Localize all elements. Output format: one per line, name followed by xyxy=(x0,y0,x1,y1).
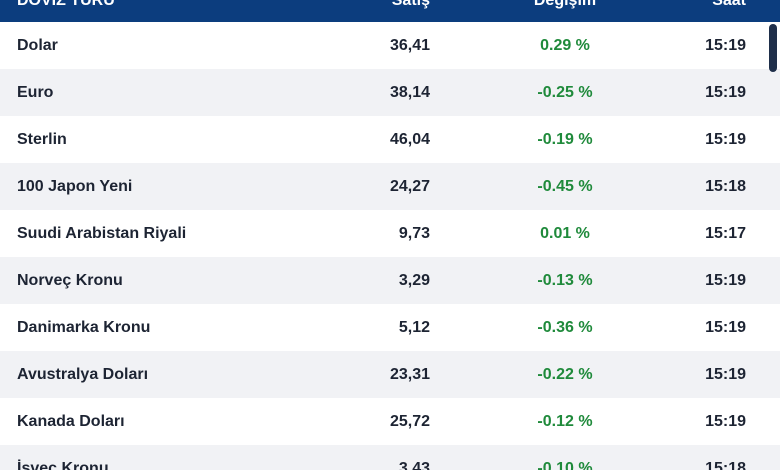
sell-value: 3,29 xyxy=(398,272,430,289)
sell-value: 46,04 xyxy=(389,131,430,148)
sell-value: 36,41 xyxy=(389,37,430,54)
table-row[interactable]: Kanada Doları 25,72 -0.12 % 15:19 xyxy=(0,398,780,445)
table-row[interactable]: Euro 38,14 -0.25 % 15:19 xyxy=(0,69,780,116)
sell-value: 38,14 xyxy=(389,84,430,101)
currency-name: Avustralya Doları xyxy=(17,366,149,383)
change-value: -0.22 % xyxy=(537,366,593,383)
time-value: 15:19 xyxy=(705,319,746,336)
currency-name: Euro xyxy=(17,84,54,101)
time-value: 15:18 xyxy=(705,178,746,195)
currency-name: Norveç Kronu xyxy=(17,272,123,289)
change-value: -0.25 % xyxy=(537,84,593,101)
change-value: -0.13 % xyxy=(537,272,593,289)
change-value: -0.45 % xyxy=(537,178,593,195)
scrollbar-thumb[interactable] xyxy=(769,24,777,72)
table-row[interactable]: Avustralya Doları 23,31 -0.22 % 15:19 xyxy=(0,351,780,398)
currency-name: Kanada Doları xyxy=(17,413,125,430)
table-row[interactable]: İsveç Kronu 3,43 -0.10 % 15:18 xyxy=(0,445,780,470)
table-row[interactable]: Sterlin 46,04 -0.19 % 15:19 xyxy=(0,116,780,163)
table-body[interactable]: Dolar 36,41 0.29 % 15:19 Euro 38,14 -0.2… xyxy=(0,22,780,470)
sell-value: 23,31 xyxy=(389,366,430,383)
table-row[interactable]: Dolar 36,41 0.29 % 15:19 xyxy=(0,22,780,69)
sell-value: 5,12 xyxy=(398,319,430,336)
currency-name: Danimarka Kronu xyxy=(17,319,151,336)
table-header: DÖVİZ TÜRÜ Satış Değişim Saat xyxy=(0,0,780,22)
currency-name: Suudi Arabistan Riyali xyxy=(17,225,187,242)
time-value: 15:18 xyxy=(705,460,746,470)
change-value: 0.01 % xyxy=(540,225,590,242)
header-sell[interactable]: Satış xyxy=(391,0,430,9)
header-time[interactable]: Saat xyxy=(712,0,746,9)
time-value: 15:19 xyxy=(705,272,746,289)
table-row[interactable]: Suudi Arabistan Riyali 9,73 0.01 % 15:17 xyxy=(0,210,780,257)
change-value: -0.19 % xyxy=(537,131,593,148)
sell-value: 25,72 xyxy=(389,413,430,430)
change-value: -0.12 % xyxy=(537,413,593,430)
currency-name: Sterlin xyxy=(17,131,67,148)
header-currency-type[interactable]: DÖVİZ TÜRÜ xyxy=(17,0,115,9)
table-row[interactable]: Danimarka Kronu 5,12 -0.36 % 15:19 xyxy=(0,304,780,351)
time-value: 15:17 xyxy=(705,225,746,242)
currency-name: 100 Japon Yeni xyxy=(17,178,133,195)
sell-value: 9,73 xyxy=(398,225,430,242)
sell-value: 3,43 xyxy=(398,460,430,470)
table-row[interactable]: 100 Japon Yeni 24,27 -0.45 % 15:18 xyxy=(0,163,780,210)
time-value: 15:19 xyxy=(705,84,746,101)
change-value: -0.10 % xyxy=(537,460,593,470)
currency-name: İsveç Kronu xyxy=(17,460,109,470)
sell-value: 24,27 xyxy=(389,178,430,195)
change-value: -0.36 % xyxy=(537,319,593,336)
time-value: 15:19 xyxy=(705,413,746,430)
time-value: 15:19 xyxy=(705,131,746,148)
time-value: 15:19 xyxy=(705,37,746,54)
currency-name: Dolar xyxy=(17,37,58,54)
table-row[interactable]: Norveç Kronu 3,29 -0.13 % 15:19 xyxy=(0,257,780,304)
header-change[interactable]: Değişim xyxy=(533,0,597,9)
time-value: 15:19 xyxy=(705,366,746,383)
change-value: 0.29 % xyxy=(540,37,590,54)
